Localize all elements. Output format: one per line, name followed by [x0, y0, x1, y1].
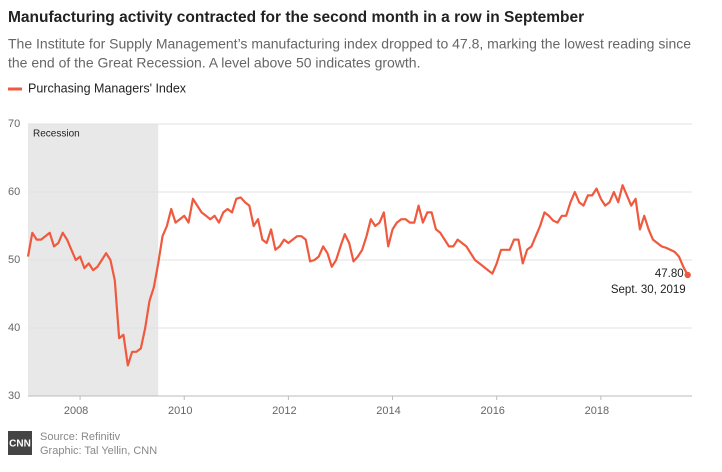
chart-title: Manufacturing activity contracted for th…	[8, 9, 584, 26]
y-tick-label: 30	[8, 390, 20, 402]
source: Source: Refinitiv	[40, 431, 121, 443]
x-tick-label: 2018	[585, 405, 609, 417]
x-tick-label: 2010	[168, 405, 192, 417]
y-tick-label: 60	[8, 186, 20, 198]
logo: CNN	[9, 439, 31, 450]
end-date: Sept. 30, 2019	[611, 284, 686, 296]
subtitle: the end of the Great Recession. A level …	[8, 55, 420, 71]
end-point	[684, 271, 691, 279]
recession-label: Recession	[33, 129, 80, 140]
y-tick-label: 40	[8, 322, 20, 334]
credit: Graphic: Tal Yellin, CNN	[40, 445, 157, 457]
line	[26, 184, 689, 367]
x-tick-label: 2008	[64, 405, 88, 417]
x-tick-label: 2014	[376, 405, 400, 417]
logo-box	[8, 431, 32, 455]
end-value: 47.80	[655, 268, 684, 280]
y-tick-label: 70	[8, 118, 20, 130]
legend-label: Purchasing Managers' Index	[28, 81, 187, 95]
x-tick-label: 2016	[480, 405, 504, 417]
y-tick-label: 50	[8, 254, 20, 266]
subtitle: The Institute for Supply Management’s ma…	[8, 36, 691, 52]
x-tick-label: 2012	[272, 405, 296, 417]
